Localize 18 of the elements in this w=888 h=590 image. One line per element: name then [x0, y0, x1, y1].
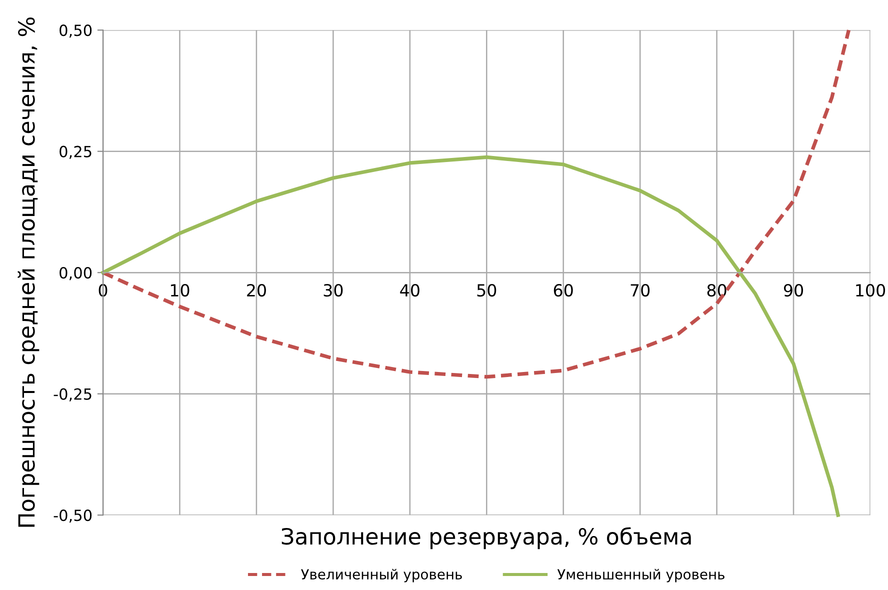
y-tick-label: -0,50 [54, 510, 92, 523]
legend-label: Увеличенный уровень [301, 568, 462, 582]
y-tick-label: -0,25 [54, 388, 92, 402]
y-tick-label: 0,25 [60, 146, 92, 159]
x-tick-label: 100 [856, 284, 886, 297]
x-tick-label: 70 [630, 284, 650, 297]
y-tick-label: 0,50 [60, 24, 92, 38]
x-tick-label: 50 [477, 284, 496, 297]
x-tick-label: 60 [554, 284, 573, 297]
x-tick-label: 20 [247, 284, 266, 297]
x-tick-label: 40 [400, 284, 420, 297]
x-axis-title: Заполнение резервуара, % объема [282, 527, 691, 550]
x-tick-label: 10 [170, 284, 190, 297]
y-tick-label: 0,00 [60, 267, 92, 280]
x-tick-label: 30 [324, 284, 343, 297]
x-tick-label: 90 [784, 284, 804, 297]
y-axis-title: Погрешность средней площади сечения, % [18, 17, 40, 527]
legend-label: Уменьшенный уровень [557, 568, 724, 582]
